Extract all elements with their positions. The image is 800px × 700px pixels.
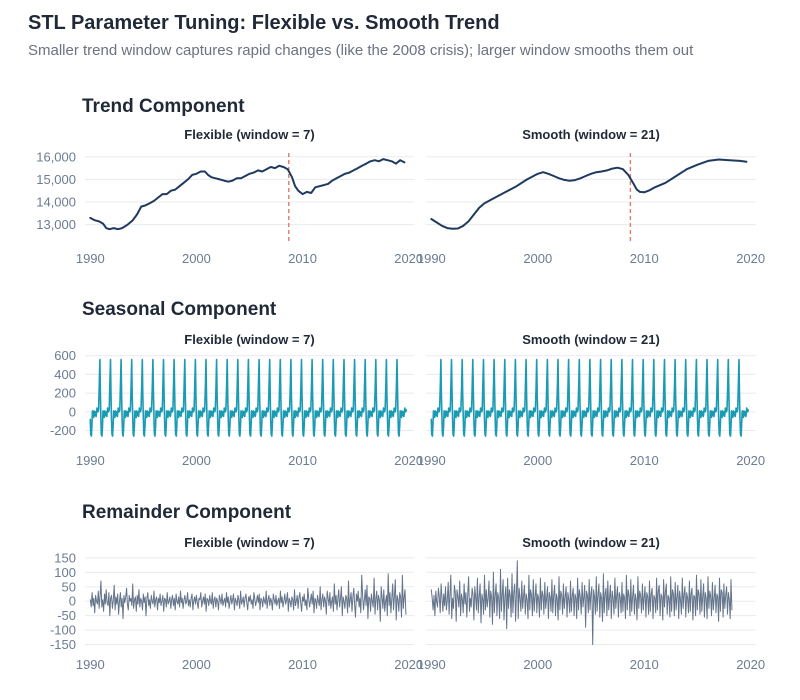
trend-y-tick-label: 16,000 xyxy=(36,149,76,164)
trend-x-tick-label: 2000 xyxy=(182,251,211,266)
chart-subtitle: Smaller trend window captures rapid chan… xyxy=(28,42,694,59)
trend-x-tick-label: 2020 xyxy=(736,251,765,266)
seasonal-y-tick-label: 600 xyxy=(54,348,76,363)
seasonal-x-tick-label: 2020 xyxy=(394,453,423,468)
remainder-y-tick-label: 100 xyxy=(54,565,76,580)
remainder-x-tick-label: 1990 xyxy=(76,657,105,672)
seasonal-x-tick-label: 2000 xyxy=(182,453,211,468)
remainder-x-tick-label: 2010 xyxy=(288,657,317,672)
remainder-y-tick-label: -100 xyxy=(50,623,76,638)
remainder-x-tick-label: 2000 xyxy=(523,657,552,672)
seasonal-series-line xyxy=(430,358,750,437)
seasonal-x-tick-label: 2000 xyxy=(523,453,552,468)
seasonal-y-tick-label: 400 xyxy=(54,367,76,382)
remainder-y-tick-label: -150 xyxy=(50,637,76,652)
remainder-section-title: Remainder Component xyxy=(82,502,292,523)
seasonal-x-tick-label: 2020 xyxy=(736,453,765,468)
seasonal-x-tick-label: 1990 xyxy=(76,453,105,468)
remainder-x-tick-label: 1990 xyxy=(417,657,446,672)
remainder-series-line xyxy=(89,573,407,622)
remainder-x-tick-label: 2020 xyxy=(736,657,765,672)
trend-x-tick-label: 2020 xyxy=(394,251,423,266)
trend-x-tick-label: 1990 xyxy=(417,251,446,266)
trend-x-tick-label: 2010 xyxy=(288,251,317,266)
seasonal-panel-label: Flexible (window = 7) xyxy=(184,332,314,347)
seasonal-y-tick-label: 200 xyxy=(54,386,76,401)
seasonal-series-line xyxy=(89,358,408,437)
seasonal-panel-label: Smooth (window = 21) xyxy=(522,332,660,347)
remainder-y-tick-label: 150 xyxy=(54,550,76,565)
chart-title: STL Parameter Tuning: Flexible vs. Smoot… xyxy=(28,12,500,34)
trend-y-tick-label: 15,000 xyxy=(36,172,76,187)
seasonal-y-tick-label: -200 xyxy=(50,423,76,438)
remainder-panel-label: Flexible (window = 7) xyxy=(184,535,314,550)
trend-section-title: Trend Component xyxy=(82,96,245,117)
remainder-y-tick-label: 50 xyxy=(62,579,76,594)
trend-x-tick-label: 2000 xyxy=(523,251,552,266)
trend-x-tick-label: 2010 xyxy=(630,251,659,266)
remainder-y-tick-label: -50 xyxy=(57,608,76,623)
remainder-series-line xyxy=(430,560,733,646)
seasonal-x-tick-label: 2010 xyxy=(288,453,317,468)
seasonal-section-title: Seasonal Component xyxy=(82,299,277,320)
trend-series-line xyxy=(89,158,406,231)
trend-panel-label: Smooth (window = 21) xyxy=(522,127,660,142)
trend-y-tick-label: 13,000 xyxy=(36,217,76,232)
remainder-panel-label: Smooth (window = 21) xyxy=(522,535,660,550)
seasonal-x-tick-label: 2010 xyxy=(630,453,659,468)
trend-y-tick-label: 14,000 xyxy=(36,195,76,210)
trend-x-tick-label: 1990 xyxy=(76,251,105,266)
trend-panel-label: Flexible (window = 7) xyxy=(184,127,314,142)
seasonal-y-tick-label: 0 xyxy=(69,404,76,419)
remainder-x-tick-label: 2020 xyxy=(394,657,423,672)
remainder-x-tick-label: 2010 xyxy=(630,657,659,672)
remainder-y-tick-label: 0 xyxy=(69,594,76,609)
remainder-x-tick-label: 2000 xyxy=(182,657,211,672)
trend-series-line xyxy=(430,158,748,230)
seasonal-x-tick-label: 1990 xyxy=(417,453,446,468)
